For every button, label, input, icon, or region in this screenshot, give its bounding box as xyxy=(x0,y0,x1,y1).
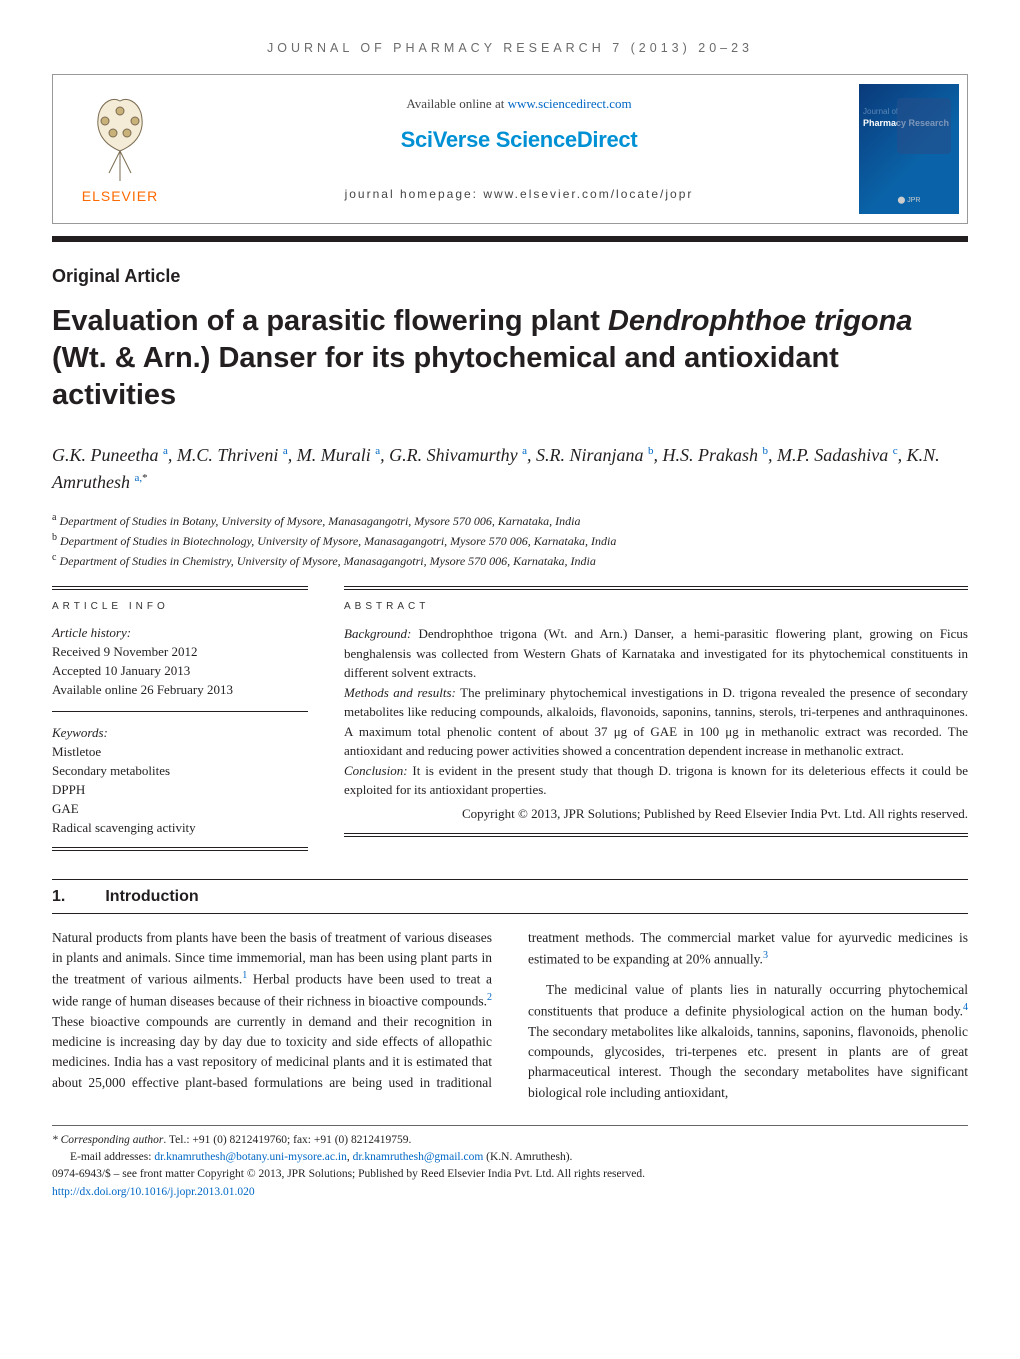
author-affil-marker: a, xyxy=(135,472,143,484)
author: , M.C. Thriveni xyxy=(168,445,283,465)
article-type: Original Article xyxy=(52,264,968,289)
issn-line: 0974-6943/$ – see front matter Copyright… xyxy=(52,1166,968,1183)
elsevier-tree-icon xyxy=(81,91,159,183)
body-text: Natural products from plants have been t… xyxy=(52,928,968,1103)
abstract-background: Background: Dendrophthoe trigona (Wt. an… xyxy=(344,624,968,683)
keywords-label: Keywords: xyxy=(52,724,308,743)
email-suffix: (K.N. Amruthesh). xyxy=(483,1151,572,1163)
author: , G.R. Shivamurthy xyxy=(380,445,522,465)
authors-list: G.K. Puneetha a, M.C. Thriveni a, M. Mur… xyxy=(52,442,968,496)
publisher-name: ELSEVIER xyxy=(82,187,158,207)
keyword: Mistletoe xyxy=(52,743,308,762)
email-label: E-mail addresses: xyxy=(70,1151,154,1163)
publisher-logo: ELSEVIER xyxy=(53,75,187,223)
history-received: Received 9 November 2012 xyxy=(52,643,308,662)
author: , M.P. Sadashiva xyxy=(768,445,893,465)
cover-badge-icon: ⬤ JPR xyxy=(859,196,959,206)
abstract-copyright: Copyright © 2013, JPR Solutions; Publish… xyxy=(344,804,968,824)
footnotes: * Corresponding author. Tel.: +91 (0) 82… xyxy=(52,1125,968,1201)
p3b: The secondary metabolites like alkaloids… xyxy=(528,1024,968,1100)
email-line: E-mail addresses: dr.knamruthesh@botany.… xyxy=(52,1149,968,1166)
sciverse-logo: SciVerse ScienceDirect xyxy=(401,125,638,156)
doi-link[interactable]: http://dx.doi.org/10.1016/j.jopr.2013.01… xyxy=(52,1186,255,1198)
article-title: Evaluation of a parasitic flowering plan… xyxy=(52,303,968,414)
keyword: Secondary metabolites xyxy=(52,762,308,781)
affiliations: a Department of Studies in Botany, Unive… xyxy=(52,510,968,570)
abstract-methods: Methods and results: The preliminary phy… xyxy=(344,683,968,761)
citation-2[interactable]: 2 xyxy=(487,992,492,1003)
jhomepage-url[interactable]: www.elsevier.com/locate/jopr xyxy=(483,187,693,201)
p3a: The medicinal value of plants lies in na… xyxy=(528,982,968,1019)
title-species: Dendrophthoe trigona xyxy=(608,305,912,337)
affiliation: b Department of Studies in Biotechnology… xyxy=(52,530,968,550)
intro-para-2: The medicinal value of plants lies in na… xyxy=(528,980,968,1103)
title-pre: Evaluation of a parasitic flowering plan… xyxy=(52,305,608,337)
journal-header: ELSEVIER Available online at www.science… xyxy=(52,74,968,224)
journal-homepage: journal homepage: www.elsevier.com/locat… xyxy=(345,186,694,203)
abstract-conclusion: Conclusion: It is evident in the present… xyxy=(344,761,968,800)
keyword: DPPH xyxy=(52,781,308,800)
available-online: Available online at www.sciencedirect.co… xyxy=(406,95,631,113)
corresponding-author: * Corresponding author. Tel.: +91 (0) 82… xyxy=(52,1132,968,1149)
corr-text: . Tel.: +91 (0) 8212419760; fax: +91 (0)… xyxy=(163,1134,411,1146)
affiliation: a Department of Studies in Botany, Unive… xyxy=(52,510,968,530)
corresponding-marker: * xyxy=(142,472,148,484)
citation-4[interactable]: 4 xyxy=(963,1002,968,1013)
section-number: 1. xyxy=(52,886,65,908)
section-heading-intro: 1. Introduction xyxy=(52,879,968,913)
author: , S.R. Niranjana xyxy=(527,445,648,465)
email-link-2[interactable]: dr.knamruthesh@gmail.com xyxy=(353,1151,484,1163)
cover-title: Pharmacy Research xyxy=(863,117,955,130)
running-head: JOURNAL OF PHARMACY RESEARCH 7 (2013) 20… xyxy=(52,40,968,58)
affil-marker: b xyxy=(52,532,57,543)
email-link-1[interactable]: dr.knamruthesh@botany.uni-mysore.ac.in xyxy=(154,1151,347,1163)
article-info-heading: ARTICLE INFO xyxy=(52,600,308,614)
header-rule xyxy=(52,236,968,242)
author: , M. Murali xyxy=(288,445,376,465)
history-label: Article history: xyxy=(52,624,308,643)
author: , H.S. Prakash xyxy=(654,445,763,465)
jhomepage-prefix: journal homepage: xyxy=(345,187,484,201)
affil-marker: c xyxy=(52,552,56,563)
history-online: Available online 26 February 2013 xyxy=(52,681,308,700)
sciencedirect-link[interactable]: www.sciencedirect.com xyxy=(508,96,632,111)
cover-journal-of: Journal of xyxy=(863,106,955,117)
available-text: Available online at xyxy=(406,96,507,111)
author: G.K. Puneetha xyxy=(52,445,163,465)
corr-label: * Corresponding author xyxy=(52,1134,163,1146)
affil-marker: a xyxy=(52,512,56,523)
keyword: Radical scavenging activity xyxy=(52,819,308,838)
keyword: GAE xyxy=(52,800,308,819)
abstract-column: ABSTRACT Background: Dendrophthoe trigon… xyxy=(344,586,968,851)
article-info-column: ARTICLE INFO Article history: Received 9… xyxy=(52,586,308,851)
citation-3[interactable]: 3 xyxy=(763,950,768,961)
affiliation: c Department of Studies in Chemistry, Un… xyxy=(52,550,968,570)
journal-cover-thumbnail: Journal of Pharmacy Research ⬤ JPR xyxy=(851,75,967,223)
history-accepted: Accepted 10 January 2013 xyxy=(52,662,308,681)
section-title: Introduction xyxy=(105,886,198,908)
abstract-heading: ABSTRACT xyxy=(344,600,968,614)
title-post: (Wt. & Arn.) Danser for its phytochemica… xyxy=(52,342,839,411)
